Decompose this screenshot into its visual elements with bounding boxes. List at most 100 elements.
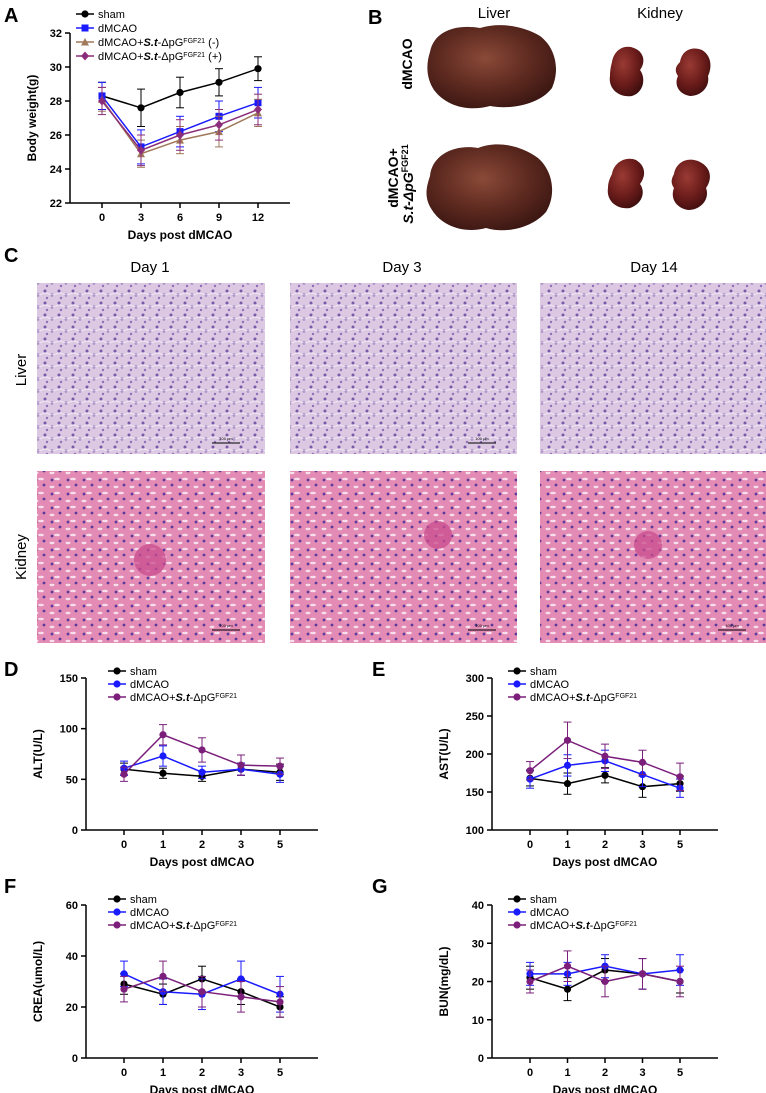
x-tick-label: 6 <box>177 212 183 224</box>
legend-prefix: sham <box>130 666 157 678</box>
histology-row-liver: Liver <box>13 354 30 387</box>
legend-mid: -ΔpG <box>158 51 184 63</box>
legend-prefix: dMCAO+ <box>130 692 176 704</box>
legend-entry: dMCAO+S.t-ΔpGFGF21 <box>508 920 637 932</box>
x-axis-title: Days post dMCAO <box>150 1083 255 1093</box>
legend-sup: FGF21 <box>183 38 205 45</box>
legend-entry: sham <box>508 894 557 906</box>
y-tick-label: 20 <box>66 1002 78 1014</box>
legend-swatch-marker <box>113 908 121 916</box>
liver-histology-day1 <box>37 283 265 454</box>
kidney-photo-fgf21-right <box>671 159 710 210</box>
legend-prefix: dMCAO <box>130 679 170 691</box>
legend-sup: FGF21 <box>215 693 237 700</box>
data-point <box>159 731 167 739</box>
data-point <box>601 771 609 779</box>
x-tick-label: 9 <box>216 212 222 224</box>
legend-label: sham <box>130 894 157 906</box>
data-point <box>676 773 684 781</box>
legend-entry: dMCAO+S.t-ΔpGFGF21 (+) <box>76 51 222 63</box>
legend-prefix: sham <box>530 894 557 906</box>
x-tick-label: 2 <box>602 1067 608 1079</box>
data-point <box>601 977 609 986</box>
body-weight-chart: 22 24 26 28 30 32 0 3 6 9 12 Days post dMCAO Body we… <box>25 9 290 242</box>
x-tick-label: 5 <box>677 839 683 851</box>
x-tick-label: 0 <box>121 839 127 851</box>
y-axis-title: AST(U/L) <box>437 728 451 779</box>
kidney-photo-fgf21-left <box>607 158 645 209</box>
legend-label: dMCAO+S.t-ΔpGFGF21 <box>130 920 237 932</box>
legend-italic: S.t <box>176 920 191 932</box>
scale-bar-label-kidney-day3: 100 μm <box>475 623 489 628</box>
y-tick-label: 0 <box>478 1053 484 1065</box>
fgf21-row-label-line1: dMCAO+ <box>385 148 401 208</box>
dmcao-row-label: dMCAO <box>399 38 415 89</box>
legend-swatch-marker <box>513 921 521 929</box>
data-point <box>563 780 572 788</box>
data-point <box>276 762 284 770</box>
scale-bar-kidney-day3: 100 μm <box>468 623 496 631</box>
data-point <box>563 985 572 993</box>
y-tick-label: 22 <box>50 198 62 210</box>
liver-histology-day14 <box>540 283 766 454</box>
fgf21-row-label-sup: FGF21 <box>400 144 410 172</box>
data-point <box>237 975 245 983</box>
data-point <box>237 761 245 769</box>
legend-label: dMCAO+S.t-ΔpGFGF21 <box>530 920 637 932</box>
x-tick-label: 1 <box>564 1067 570 1079</box>
scale-bar-label-kidney-day1: 100 μm <box>219 623 233 628</box>
x-axis-title: Days post dMCAO <box>553 1083 658 1093</box>
data-point <box>198 746 206 754</box>
x-tick-label: 2 <box>602 839 608 851</box>
data-point <box>276 998 284 1006</box>
scale-bar-label-kidney-day14: 100 μm <box>725 623 739 628</box>
glomerulus-day1 <box>134 544 166 576</box>
x-tick-label: 3 <box>238 1067 244 1079</box>
y-tick-label: 50 <box>66 774 78 786</box>
legend-label: dMCAO <box>130 679 170 691</box>
liver-histology-day3 <box>290 283 517 454</box>
glomerulus-day14 <box>634 531 662 559</box>
organ-photo-panel: Liver Kidney dMCAO dMCAO+ S.t-ΔpGFGF21 <box>385 5 711 231</box>
data-point <box>137 104 145 112</box>
legend-prefix: dMCAO+ <box>98 37 144 49</box>
data-point <box>638 970 647 978</box>
y-axis-title: ALT(U/L) <box>31 729 45 779</box>
data-point <box>526 977 534 986</box>
data-point <box>254 65 262 73</box>
data-point <box>137 145 145 155</box>
legend-swatch-marker <box>113 667 121 675</box>
legend-swatch-marker <box>513 908 521 916</box>
legend-prefix: dMCAO <box>130 907 170 919</box>
liver-photo-dmcao-fgf21 <box>426 144 553 231</box>
legend-mid: -ΔpG <box>590 920 616 932</box>
series-2 <box>526 721 684 791</box>
y-tick-label: 200 <box>466 749 484 761</box>
scale-bar-kidney-day1: 100 μm <box>212 623 240 631</box>
scale-bar-label-liver-day3: 100 μm <box>475 436 489 441</box>
panel-letter-f: F <box>4 876 16 898</box>
alt-chart: 0 50 100 150 0 1 2 3 5 Days post dMCAO ALT(U/L) sha… <box>31 666 318 869</box>
legend-entry: dMCAO+S.t-ΔpGFGF21 <box>108 692 237 704</box>
histology-col-day14: Day 14 <box>630 259 678 276</box>
x-tick-label: 2 <box>199 839 205 851</box>
data-point <box>601 752 609 760</box>
histology-row-kidney: Kidney <box>13 534 30 580</box>
histology-col-day3: Day 3 <box>382 259 421 276</box>
data-point <box>98 96 106 106</box>
legend-swatch-marker <box>513 895 521 903</box>
data-point <box>159 972 167 981</box>
panel-letter-d: D <box>4 659 18 681</box>
y-tick-label: 40 <box>66 951 78 963</box>
fgf21-row-label: dMCAO+ S.t-ΔpGFGF21 <box>385 144 416 223</box>
kidney-photo-dmcao-left <box>609 46 644 97</box>
legend-sup: FGF21 <box>215 921 237 928</box>
legend-prefix: dMCAO+ <box>98 51 144 63</box>
legend-prefix: dMCAO <box>530 679 570 691</box>
legend-swatch-marker <box>513 667 521 675</box>
y-tick-label: 40 <box>472 900 484 912</box>
legend-prefix: dMCAO <box>530 907 570 919</box>
legend-entry: sham <box>108 666 157 678</box>
legend-label: dMCAO+S.t-ΔpGFGF21 <box>530 692 637 704</box>
